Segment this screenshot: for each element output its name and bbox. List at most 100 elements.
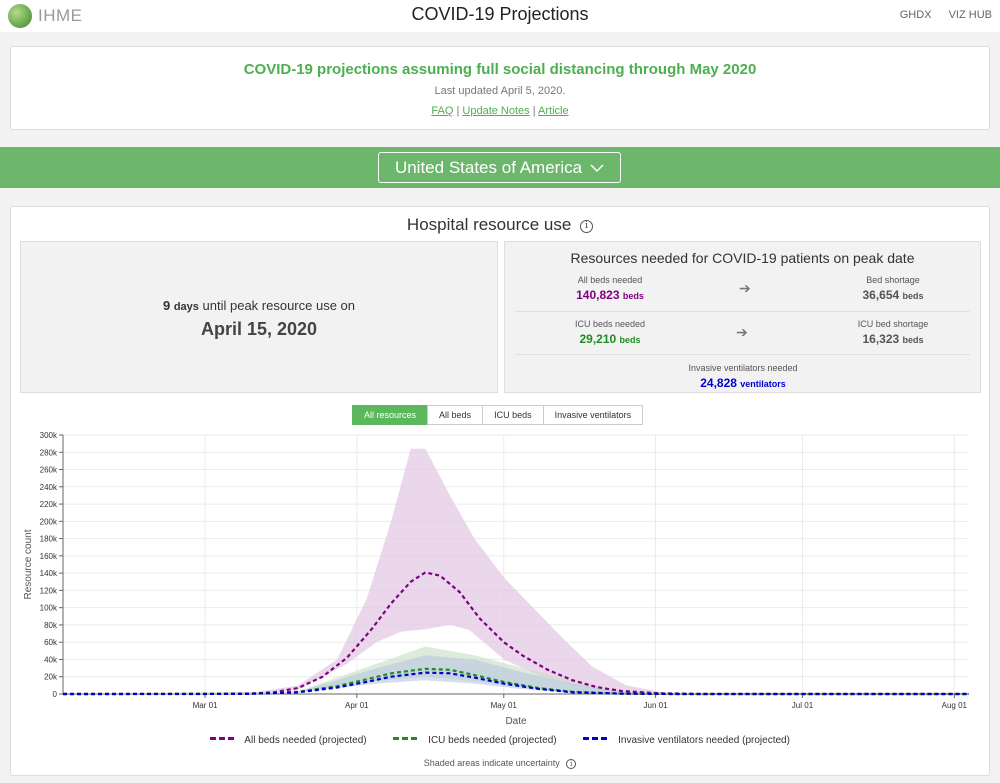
bed-shortage: Bed shortage 36,654 beds [813, 275, 973, 302]
icu-shortage-unit: beds [902, 335, 924, 345]
resources-summary: Resources needed for COVID-19 patients o… [504, 241, 981, 393]
legend-swatch [393, 737, 418, 740]
country-dropdown[interactable]: United States of America [378, 152, 621, 183]
country-selected: United States of America [394, 157, 583, 177]
y-axis-label: Resource count [23, 529, 34, 599]
peak-date: April 15, 2020 [200, 319, 318, 339]
peak-summary: 9 days until peak resource use on April … [20, 241, 498, 393]
x-tick-label: Jun 01 [644, 701, 669, 710]
tab-icu-beds[interactable]: ICU beds [482, 405, 544, 425]
top-bar: IHME COVID-19 Projections GHDX VIZ HUB [0, 0, 1000, 32]
arrow-right-icon: ➔ [739, 280, 751, 296]
y-tick-label: 280k [40, 448, 58, 457]
y-tick-label: 140k [40, 569, 58, 578]
legend-item-all-beds[interactable]: All beds needed (projected) [210, 735, 367, 746]
icu-bed-shortage: ICU bed shortage 16,323 beds [813, 319, 973, 346]
uncertainty-band [63, 646, 969, 694]
uncertainty-note-text: Shaded areas indicate uncertainty [423, 758, 560, 768]
update-notes-link[interactable]: Update Notes [462, 105, 530, 117]
y-tick-label: 180k [40, 535, 58, 544]
legend-item-icu-beds[interactable]: ICU beds needed (projected) [393, 735, 557, 746]
icu-beds-needed: ICU beds needed 29,210 beds [530, 319, 690, 346]
bed-shortage-unit: beds [902, 291, 924, 301]
viz-hub-link[interactable]: VIZ HUB [948, 9, 992, 21]
resource-tabs: All resources All beds ICU beds Invasive… [352, 405, 644, 425]
app-title: COVID-19 Projections [411, 4, 589, 24]
info-links: FAQ | Update Notes | Article [11, 105, 989, 117]
x-tick-label: May 01 [491, 701, 518, 710]
ihme-logo[interactable]: IHME [8, 4, 83, 28]
hospital-resource-card: Hospital resource use i 9 days until pea… [10, 206, 990, 776]
headline-card: COVID-19 projections assuming full socia… [10, 46, 990, 130]
bed-shortage-label: Bed shortage [866, 275, 920, 285]
info-icon[interactable]: i [566, 759, 577, 769]
uncertainty-band [63, 448, 969, 694]
y-tick-label: 260k [40, 466, 58, 475]
legend-label: All beds needed (projected) [244, 735, 367, 746]
faq-link[interactable]: FAQ [431, 105, 454, 117]
icu-shortage-label: ICU bed shortage [857, 319, 929, 329]
y-tick-label: 300k [40, 431, 58, 440]
vent-label: Invasive ventilators needed [688, 363, 798, 373]
arrow-right-icon: ➔ [736, 324, 748, 340]
divider [515, 354, 970, 355]
info-icon[interactable]: i [580, 220, 594, 233]
y-tick-label: 220k [40, 500, 58, 509]
y-tick-label: 20k [44, 673, 58, 682]
x-tick-label: Jul 01 [792, 701, 814, 710]
page-headline: COVID-19 projections assuming full socia… [243, 61, 757, 78]
resources-title: Resources needed for COVID-19 patients o… [570, 250, 915, 266]
all-beds-label: All beds needed [577, 275, 643, 285]
vent-value: 24,828 [700, 376, 737, 390]
x-tick-label: Aug 01 [942, 701, 968, 710]
chevron-down-icon [590, 160, 604, 176]
y-tick-label: 80k [44, 621, 58, 630]
uncertainty-note: Shaded areas indicate uncertainty i [11, 758, 989, 769]
x-tick-label: Apr 01 [345, 701, 369, 710]
resource-chart: 0 20k 40k 60k 80k 100k 120k 140k 160k 180k 200k 220… [23, 431, 969, 727]
vent-unit: ventilators [740, 379, 786, 389]
legend-label: ICU beds needed (projected) [428, 735, 557, 746]
y-tick-label: 160k [40, 552, 58, 561]
last-updated: Last updated April 5, 2020. [434, 85, 566, 97]
days-text: until peak resource use on [202, 298, 356, 313]
icu-shortage-value: 16,323 [862, 332, 900, 346]
y-tick-label: 100k [40, 604, 58, 613]
icu-shortage-value-row: 16,323 beds [813, 332, 973, 346]
logo-text: IHME [38, 6, 83, 25]
all-beds-value-row: 140,823 beds [530, 288, 690, 302]
legend-item-ventilators[interactable]: Invasive ventilators needed (projected) [583, 735, 790, 746]
ghdx-link[interactable]: GHDX [899, 9, 932, 21]
y-tick-label: 60k [44, 638, 58, 647]
bed-shortage-value-row: 36,654 beds [813, 288, 973, 302]
tab-all-resources[interactable]: All resources [352, 405, 429, 425]
all-beds-unit: beds [622, 291, 644, 301]
x-tick-label: Mar 01 [193, 701, 218, 710]
y-tick-label: 0 [53, 690, 58, 699]
ventilators-needed: Invasive ventilators needed 24,828 venti… [663, 363, 823, 390]
link-separator: | [532, 105, 536, 117]
section-title-text: Hospital resource use [406, 215, 572, 234]
all-beds-value: 140,823 [576, 288, 620, 302]
series-line [63, 571, 969, 696]
x-axis-label: Date [505, 716, 527, 727]
series-line [62, 671, 969, 696]
divider [515, 311, 970, 312]
vent-value-row: 24,828 ventilators [663, 376, 823, 390]
days-until-peak: 9 days until peak resource use on [21, 298, 497, 313]
chart-legend: All beds needed (projected) ICU beds nee… [11, 735, 989, 746]
y-tick-label: 40k [44, 655, 58, 664]
location-bar: United States of America [0, 147, 1000, 188]
section-title: Hospital resource use i [11, 215, 989, 235]
y-tick-label: 200k [40, 517, 58, 526]
icu-beds-value-row: 29,210 beds [530, 332, 690, 346]
legend-swatch [583, 737, 608, 740]
article-link[interactable]: Article [538, 105, 569, 117]
all-beds-needed: All beds needed 140,823 beds [530, 275, 690, 302]
top-links: GHDX VIZ HUB [886, 9, 992, 21]
y-tick-label: 120k [40, 586, 58, 595]
tab-invasive-ventilators[interactable]: Invasive ventilators [542, 405, 644, 425]
tab-all-beds[interactable]: All beds [427, 405, 484, 425]
icu-beds-value: 29,210 [579, 332, 617, 346]
legend-swatch [210, 737, 235, 740]
